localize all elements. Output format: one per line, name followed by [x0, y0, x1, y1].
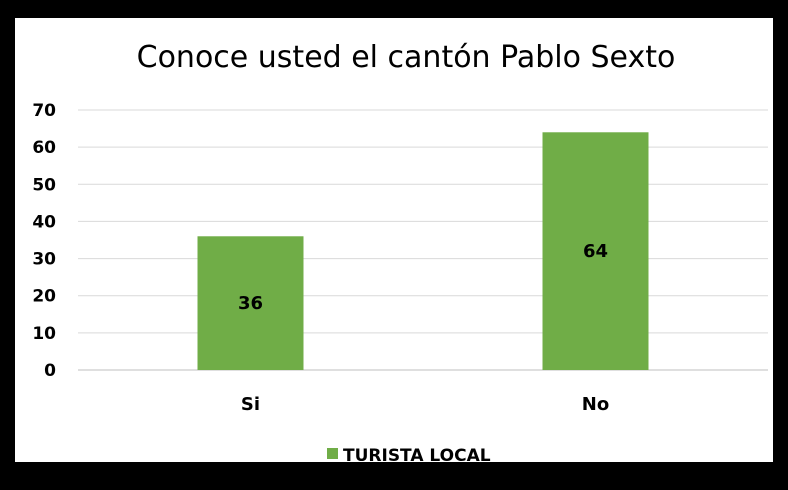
data-label: 64 — [583, 241, 608, 262]
x-tick-label: No — [582, 394, 609, 415]
y-tick-label: 60 — [32, 138, 56, 158]
grid-lines — [78, 110, 768, 370]
y-tick-label: 50 — [32, 175, 56, 195]
legend-label: TURISTA LOCAL — [343, 446, 491, 466]
y-axis-ticks: 0 10 20 30 40 50 60 70 — [32, 101, 56, 381]
bars: 36 64 — [198, 132, 649, 370]
data-label: 36 — [238, 293, 263, 314]
y-tick-label: 70 — [32, 101, 56, 121]
legend-swatch — [327, 448, 338, 459]
x-axis-labels: Si No — [241, 394, 609, 415]
legend: TURISTA LOCAL — [327, 446, 491, 466]
y-tick-label: 10 — [32, 324, 56, 344]
y-tick-label: 40 — [32, 212, 56, 232]
y-tick-label: 20 — [32, 287, 56, 307]
chart-title: Conoce usted el cantón Pablo Sexto — [137, 40, 676, 75]
y-tick-label: 30 — [32, 250, 56, 270]
x-tick-label: Si — [241, 394, 260, 415]
y-tick-label: 0 — [44, 361, 56, 381]
